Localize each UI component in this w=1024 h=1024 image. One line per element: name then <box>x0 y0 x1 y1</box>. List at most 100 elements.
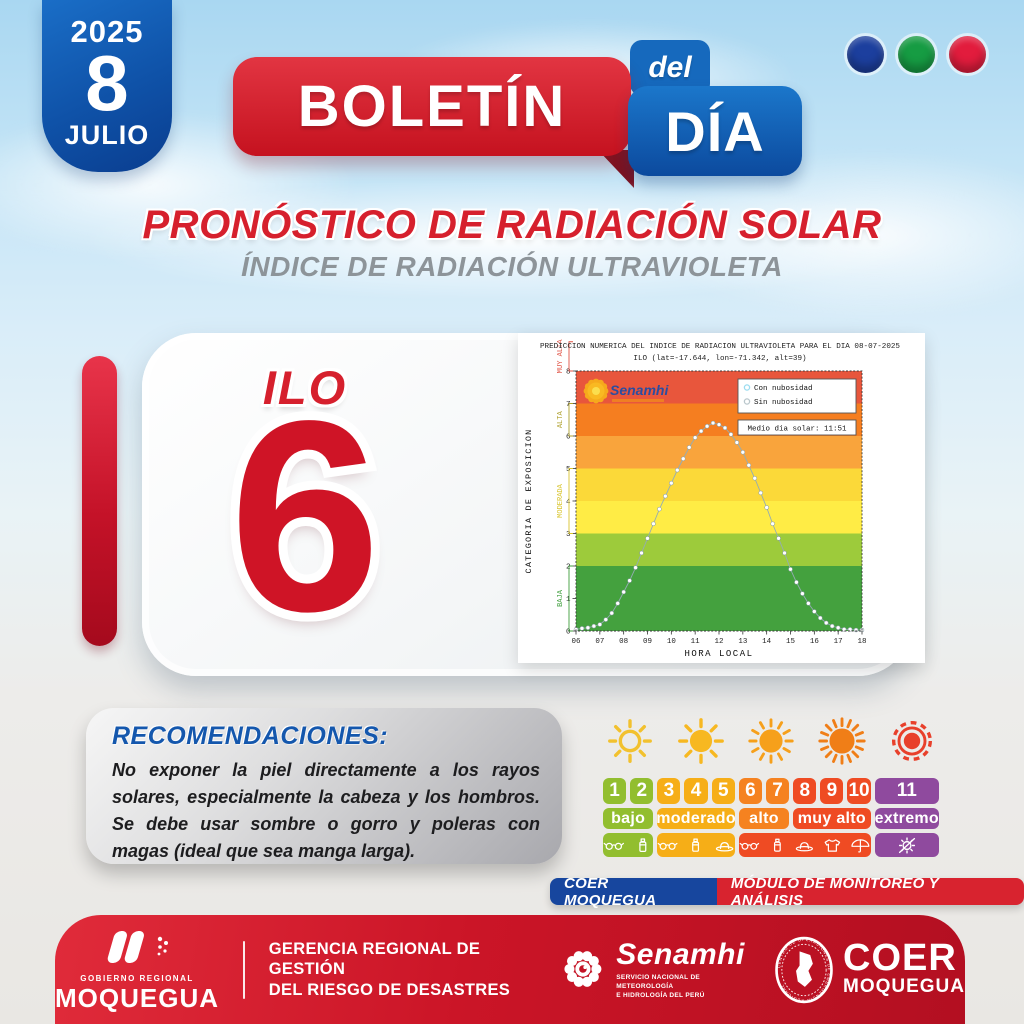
uv-point <box>824 620 829 626</box>
uv-index-value: 6 6 <box>160 364 450 670</box>
coer-logo: CENTRO DE OPERACIONES DE EMERGENCIA REGI… <box>773 935 965 1005</box>
page-subtitle: ÍNDICE DE RADIACIÓN ULTRAVIOLETA <box>241 251 783 282</box>
chart-subtitle: ILO (lat=-17.644, lon=-71.342, alt=39) <box>633 355 806 363</box>
uv-band <box>576 501 862 534</box>
uv-point <box>776 536 781 541</box>
date-day: 8 <box>85 39 129 127</box>
chart-title: PREDICCION NUMERICA DEL INDICE DE RADIAC… <box>540 343 900 351</box>
uv-number-1: 1 <box>603 778 627 804</box>
uv-point <box>710 420 716 426</box>
svg-text:8: 8 <box>566 369 571 377</box>
uv-index-value-number: 6 <box>229 364 381 668</box>
uv-point <box>621 589 626 595</box>
uv-point <box>597 622 603 627</box>
footer-band: GOBIERNO REGIONAL MOQUEGUA GERENCIA REGI… <box>55 915 965 1024</box>
uv-point <box>782 550 787 556</box>
senamhi-flower-icon <box>564 951 602 988</box>
gerencia-line1: GERENCIA REGIONAL DE GESTIÓN <box>268 939 481 979</box>
svg-text:07: 07 <box>595 638 604 646</box>
uv-point <box>818 615 823 621</box>
uv-point <box>746 463 752 468</box>
svg-text:09: 09 <box>643 638 652 646</box>
hat-icon <box>715 841 733 851</box>
uv-point <box>716 422 722 427</box>
coer-region: MOQUEGUA <box>843 975 965 997</box>
senamhi-logo: Senamhi SERVICIO NACIONAL DE METEOROLOGÍ… <box>556 938 749 1000</box>
recommendations-body: No exponer la piel directamente a los ra… <box>112 760 540 861</box>
logo-boletin-box: BOLETÍN <box>233 57 631 156</box>
gobierno-regional-logo: GOBIERNO REGIONAL MOQUEGUA <box>55 929 219 1011</box>
uv-category-extremo: extremo <box>874 808 939 829</box>
uv-chart-panel: Senamhi 0 1 2 3 4 5 6 7 8 06 07 08 09 10 11 12 13 14 15 16 17… <box>518 333 925 663</box>
uv-band <box>576 566 862 631</box>
uv-point <box>686 445 692 450</box>
no-sun-icon <box>898 836 915 854</box>
uv-point <box>770 521 775 526</box>
uv-point <box>788 567 793 572</box>
svg-text:12: 12 <box>714 638 723 646</box>
uv-band <box>576 468 862 501</box>
sunscreen-icon <box>692 838 700 852</box>
sun-high-icon <box>748 718 794 764</box>
moquegua-logo-icon <box>107 930 168 963</box>
uv-number-9: 9 <box>820 778 844 804</box>
uv-point <box>692 435 698 440</box>
uv-point <box>764 505 769 510</box>
solar-noon-box <box>737 419 857 436</box>
svg-text:0: 0 <box>566 629 571 637</box>
shirt-icon <box>824 838 841 852</box>
uv-point <box>841 627 847 632</box>
logo-boletin-text: BOLETÍN <box>297 74 567 139</box>
uv-point <box>758 490 763 496</box>
uv-point <box>579 626 585 631</box>
hat-icon <box>796 841 814 851</box>
coer-name: COER <box>843 937 957 980</box>
svg-text:1: 1 <box>566 596 571 604</box>
uv-point <box>609 610 614 616</box>
sunglasses-icon <box>603 842 625 850</box>
category-label: MUY ALTA <box>557 339 565 373</box>
uv-category-muy-alto: muy alto <box>793 808 871 829</box>
sun-extreme-icon <box>891 720 933 762</box>
svg-text:08: 08 <box>619 638 628 646</box>
uv-point <box>615 601 620 606</box>
uv-point <box>728 432 734 437</box>
svg-text:16: 16 <box>810 638 820 646</box>
uv-number-11: 11 <box>874 778 939 804</box>
banner-modulo: MÓDULO DE MONITOREO Y ANÁLISIS <box>716 875 1024 909</box>
svg-text:7: 7 <box>566 401 571 409</box>
uv-point <box>633 565 638 570</box>
footer-divider <box>243 940 245 999</box>
senamhi-tagline: SERVICIO NACIONAL DE METEOROLOGÍA E HIDR… <box>616 974 705 999</box>
sunglasses-icon <box>739 842 759 850</box>
sun-moderate-icon <box>677 718 724 764</box>
recommendations-box: RECOMENDACIONES: No exponer la piel dire… <box>86 708 562 864</box>
uv-number-8: 8 <box>793 778 817 804</box>
category-label: MODERADA <box>557 483 565 517</box>
uv-category-bajo: bajo <box>603 808 654 829</box>
heading-glow <box>90 180 930 300</box>
uv-point <box>829 623 835 629</box>
uv-number-7: 7 <box>765 778 790 804</box>
uv-point <box>740 450 746 455</box>
svg-text:Senamhi: Senamhi <box>610 382 669 398</box>
uv-scale: 1 2 3 4 5 6 7 8 9 10 11 bajo moderado alto muy alto ext… <box>603 712 939 857</box>
uv-point <box>663 493 668 499</box>
y-axis-label: CATEGORIA DE EXPOSICION <box>524 429 534 574</box>
station-name: ILO <box>262 361 348 414</box>
sun-icons-row <box>603 712 939 770</box>
sunscreen-icon <box>773 838 781 852</box>
sun-low-icon <box>608 719 652 763</box>
umbrella-icon <box>851 838 870 853</box>
date-badge: 2025 8 JULIO <box>42 0 172 172</box>
svg-text:15: 15 <box>786 638 796 646</box>
gobierno-regional-label: GOBIERNO REGIONAL <box>80 973 194 983</box>
uv-point <box>806 601 811 606</box>
svg-text:Con nubosidad: Con nubosidad <box>754 385 813 393</box>
svg-text:Sin nubosidad: Sin nubosidad <box>754 399 813 407</box>
uv-point <box>603 617 609 622</box>
uv-number-6: 6 <box>738 778 762 804</box>
uv-index-value-outline: 6 <box>220 364 389 668</box>
uv-point <box>669 480 674 486</box>
